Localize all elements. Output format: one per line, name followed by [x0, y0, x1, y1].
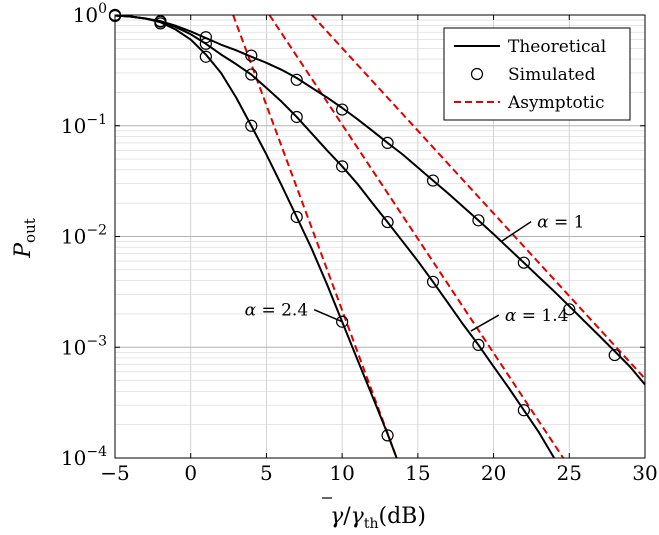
asymptotic-line-alpha-1_4: [268, 14, 565, 459]
simulated-point: [199, 50, 212, 63]
x-tick-label: −5: [100, 461, 129, 485]
x-tick-label: 20: [481, 461, 506, 485]
simulated-point: [245, 119, 258, 132]
theoretical-layer: [114, 14, 646, 459]
y-tick-label: 100: [73, 1, 107, 27]
asymptotic-line-alpha-1: [311, 14, 646, 380]
asymptotic-line-alpha-2_4: [232, 14, 398, 459]
simulated-point: [381, 215, 394, 229]
legend: Theoretical Simulated Asymptotic: [443, 27, 631, 121]
simulated-point: [381, 429, 394, 442]
legend-simulated-label: Simulated: [508, 65, 596, 85]
legend-asymptotic-label: Asymptotic: [507, 93, 604, 113]
y-axis-label-main: P: [11, 242, 36, 259]
simulated-point: [608, 348, 621, 362]
simulated-point: [154, 17, 167, 30]
legend-simulated-swatch: [470, 67, 484, 81]
simulated-point: [290, 73, 303, 86]
x-axis-label-sub-base: γ: [351, 504, 365, 529]
y-axis-label: Pout: [11, 218, 39, 259]
annotation-leader: [313, 309, 343, 323]
x-axis-label-main: γ: [330, 504, 344, 529]
x-axis-label: γ/γth(dB): [322, 497, 426, 532]
annotation-label: α = 1: [537, 213, 584, 233]
x-tick-label: 10: [329, 461, 354, 485]
simulated-point: [199, 37, 212, 50]
svg-text:Pout: Pout: [11, 218, 39, 259]
y-tick-label: 10−1: [61, 112, 107, 138]
x-tick-label: 5: [260, 461, 273, 485]
simulated-point: [336, 103, 349, 116]
y-axis-label-sub: out: [21, 218, 39, 243]
theoretical-curve-alpha-1: [114, 14, 646, 386]
x-tick-label: 15: [405, 461, 430, 485]
asymptotic-layer: [232, 14, 646, 459]
theoretical-curve-alpha-1_4: [114, 14, 556, 459]
x-axis-label-div: /: [343, 504, 351, 529]
simulated-point: [517, 404, 530, 417]
simulated-point: [472, 338, 485, 352]
x-tick-label: 25: [557, 461, 582, 485]
annotation-leader: [470, 314, 500, 332]
y-tick-label: 10−4: [61, 444, 107, 470]
annotation-layer: α = 1 α = 1.4 α = 2.4: [245, 213, 585, 332]
simulated-point: [381, 136, 394, 150]
annotation-leader: [500, 220, 532, 243]
x-axis-label-unit: (dB): [378, 504, 425, 529]
y-tick-label: 10−2: [61, 223, 107, 249]
legend-box: [443, 27, 631, 121]
theoretical-curve-alpha-2_4: [114, 14, 398, 459]
simulated-point: [199, 31, 212, 44]
simulated-layer: [108, 8, 621, 442]
simulated-point: [517, 256, 530, 269]
simulated-point: [245, 49, 258, 62]
x-axis-label-sub: th: [364, 516, 379, 532]
x-tick-label: 0: [184, 461, 197, 485]
x-tick-label: 30: [632, 461, 657, 485]
simulated-point: [290, 210, 303, 224]
simulated-point: [563, 303, 576, 316]
simulated-point: [336, 315, 349, 328]
simulated-point: [290, 110, 303, 124]
simulated-point: [426, 174, 440, 187]
simulated-point: [336, 160, 349, 173]
legend-theoretical-label: Theoretical: [508, 37, 606, 57]
y-tick-label: 10−3: [61, 333, 107, 359]
simulated-point: [426, 275, 440, 288]
tick-layer: −5 0 5 10 15 20 25 30 100 10−1 10−2 10−3 10−4: [61, 1, 658, 485]
simulated-point: [472, 214, 485, 227]
svg-text:γ/γth(dB): γ/γth(dB): [330, 504, 426, 532]
simulated-point: [245, 68, 258, 81]
annotation-label: α = 1.4: [505, 306, 569, 326]
annotation-label: α = 2.4: [245, 301, 309, 321]
